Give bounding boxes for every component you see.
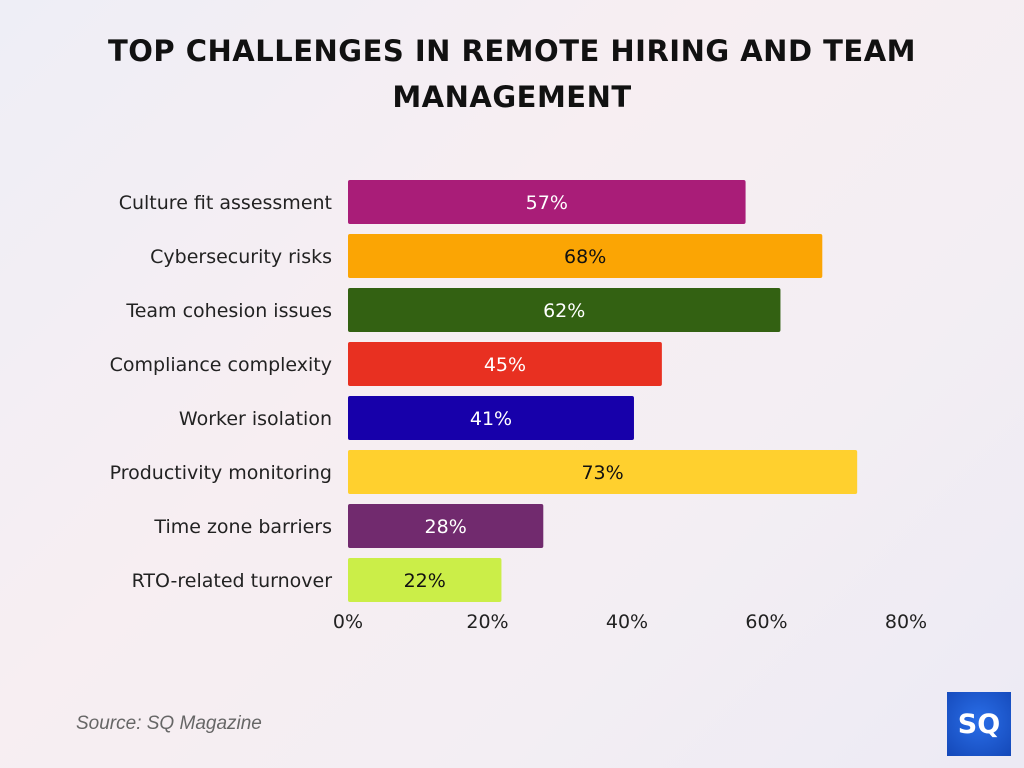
data-label: 57% [526, 192, 568, 214]
bar [348, 558, 502, 602]
data-label: 45% [484, 354, 526, 376]
data-label: 28% [425, 516, 467, 538]
x-tick-label: 40% [606, 611, 648, 633]
bar [348, 180, 746, 224]
category-label: Time zone barriers [153, 516, 332, 538]
category-label: Culture fit assessment [119, 192, 332, 214]
x-tick-label: 60% [745, 611, 787, 633]
chart-title: TOP CHALLENGES IN REMOTE HIRING AND TEAM… [107, 34, 917, 114]
x-tick-label: 80% [885, 611, 927, 633]
x-tick-label: 20% [466, 611, 508, 633]
bar [348, 234, 823, 278]
bar [348, 396, 634, 440]
data-label: 68% [564, 246, 606, 268]
sq-logo: SQ [947, 692, 1011, 756]
data-label: 22% [404, 570, 446, 592]
bar [348, 288, 781, 332]
data-label: 73% [581, 462, 623, 484]
category-label: Compliance complexity [110, 354, 332, 376]
category-label: Team cohesion issues [125, 300, 332, 322]
data-label: 62% [543, 300, 585, 322]
category-label: RTO-related turnover [132, 570, 333, 592]
data-label: 41% [470, 408, 512, 430]
bar [348, 450, 858, 494]
category-label: Worker isolation [179, 408, 332, 430]
x-tick-label: 0% [333, 611, 363, 633]
bar [348, 342, 662, 386]
bar [348, 504, 544, 548]
category-label: Cybersecurity risks [150, 246, 332, 268]
category-label: Productivity monitoring [110, 462, 332, 484]
source-note: Source: SQ Magazine [76, 713, 262, 734]
